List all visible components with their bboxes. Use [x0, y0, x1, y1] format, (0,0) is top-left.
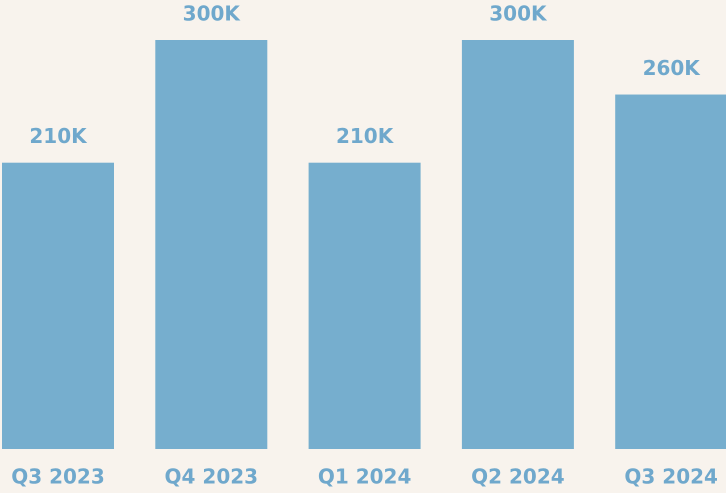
- x-tick-label: Q1 2024: [318, 465, 412, 489]
- bar: [615, 94, 726, 450]
- bar: [2, 162, 114, 449]
- value-label: 260K: [643, 56, 702, 80]
- value-label: 210K: [336, 124, 395, 148]
- bar: [461, 40, 574, 449]
- x-tick-label: Q2 2024: [471, 465, 565, 489]
- value-label: 210K: [29, 124, 88, 148]
- x-tick-label: Q3 2024: [624, 465, 718, 489]
- value-label: 300K: [183, 2, 242, 26]
- x-tick-label: Q3 2023: [11, 465, 105, 489]
- bar: [155, 40, 268, 449]
- bar: [308, 162, 421, 449]
- x-tick-label: Q4 2023: [165, 465, 259, 489]
- value-label: 300K: [489, 2, 548, 26]
